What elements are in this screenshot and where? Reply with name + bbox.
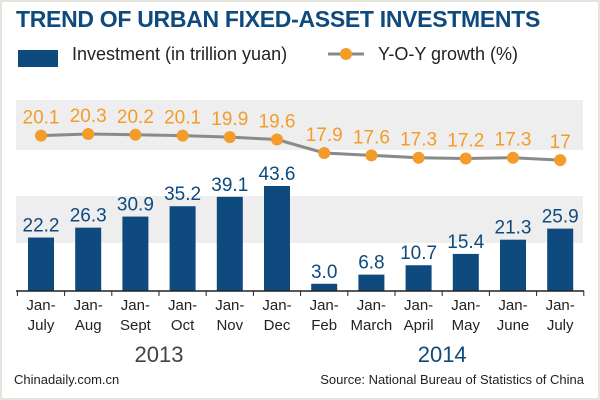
chart-title: TREND OF URBAN FIXED-ASSET INVESTMENTS [16,6,541,32]
x-tick-label: Jan- [357,297,386,314]
year-label: 2013 [135,342,184,367]
x-tick-label: Jan- [498,297,527,314]
growth-point [129,128,142,141]
bar-label: 35.2 [164,184,201,205]
bar-label: 22.2 [23,216,60,237]
bar [452,253,479,291]
year-label: 2014 [418,342,467,367]
bar [264,186,290,291]
bar-label: 26.3 [70,206,107,227]
x-tick-label: Nov [216,317,243,334]
x-tick-label: July [547,317,574,334]
bar [547,228,574,291]
x-tick-label: Jan- [451,297,480,314]
x-tick-label: Feb [311,317,337,334]
x-tick-label: Jan- [546,297,575,314]
growth-point [507,151,519,164]
growth-label: 20.1 [164,108,201,129]
bar-label: 10.7 [400,243,437,264]
x-tick-label: Sept [120,317,152,334]
bar [216,196,243,291]
x-tick-label: July [28,317,55,334]
bar [500,239,526,291]
bar [405,265,432,291]
x-tick-label: Dec [264,317,291,334]
legend-investment: Investment (in trillion yuan) [72,44,288,64]
growth-line [40,132,561,162]
x-tick-label: May [452,317,481,334]
growth-point [365,149,378,162]
growth-label: 20.2 [117,107,154,128]
bar-label: 15.4 [447,232,484,253]
band-bar [16,196,583,243]
x-tick-label: Aug [75,317,102,334]
bar-label: 21.3 [495,218,532,239]
bar-label: 3.0 [311,262,337,283]
growth-point [223,131,236,144]
bar [122,216,149,291]
growth-label: 17 [550,132,571,153]
growth-point [271,133,283,146]
bar-label: 25.9 [542,207,579,228]
footer-credit: Chinadaily.com.cn [14,372,120,387]
bar [28,237,54,291]
legend-growth: Y-O-Y growth (%) [378,44,519,64]
x-tick-label: Jan- [26,297,55,314]
x-tick-label: June [497,317,530,334]
x-tick-label: Jan- [310,297,339,314]
growth-label: 17.3 [495,130,532,151]
growth-label: 17.9 [306,125,343,146]
x-tick-label: April [404,317,434,334]
growth-label: 19.9 [211,109,248,130]
x-tick-label: March [351,317,393,334]
bar-label: 6.8 [358,253,384,274]
bar [75,227,102,291]
x-tick-label: Jan- [404,297,433,314]
growth-point [176,129,189,142]
bar-label: 30.9 [117,195,154,216]
growth-point [554,154,567,167]
growth-label: 20.1 [23,108,60,129]
bar [169,206,196,291]
x-tick-label: Jan- [215,297,244,314]
x-tick-label: Jan- [262,297,291,314]
x-tick-label: Jan- [74,297,103,314]
growth-label: 19.6 [259,112,296,133]
growth-point [459,152,472,165]
growth-label: 17.3 [400,130,437,151]
bar-label: 39.1 [211,175,248,196]
growth-label: 17.6 [353,127,390,148]
growth-point [318,146,331,159]
growth-point [35,129,47,142]
legend-bar-swatch [18,50,58,67]
footer-source: Source: National Bureau of Statistics of… [320,372,584,387]
bar [358,274,385,291]
growth-point [412,151,425,164]
growth-label: 17.2 [447,130,484,151]
x-tick-label: Jan- [121,297,150,314]
growth-point [82,128,95,140]
x-tick-label: Jan- [168,297,197,314]
band-line [16,100,583,150]
bar-label: 43.6 [259,164,296,185]
x-tick-label: Oct [171,317,195,334]
bar [311,283,338,291]
growth-label: 20.3 [70,106,107,127]
